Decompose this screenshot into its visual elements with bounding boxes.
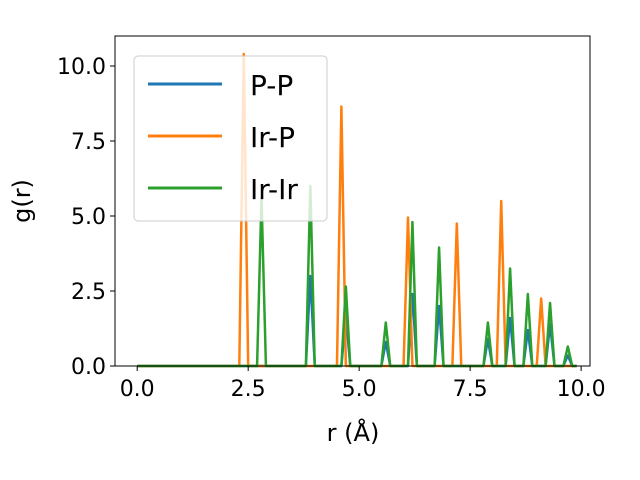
legend-box [133, 55, 328, 222]
legend-label: Ir-Ir [250, 173, 298, 206]
legend-label: P-P [250, 69, 293, 102]
x-tick-label: 7.5 [453, 377, 488, 402]
legend-label: Ir-P [250, 121, 295, 154]
legend: P-P Ir-P Ir-Ir [133, 55, 328, 222]
x-axis-label: r (Å) [327, 418, 380, 447]
axis-ticks: 0.0 2.5 5.0 7.5 10.0 0.0 2.5 5.0 7.5 10.0 [57, 55, 606, 402]
y-axis-label: g(r) [8, 179, 36, 223]
y-tick-label: 10.0 [57, 55, 106, 80]
y-tick-label: 0.0 [71, 355, 106, 380]
x-tick-label: 10.0 [557, 377, 606, 402]
y-tick-label: 5.0 [71, 205, 106, 230]
y-tick-label: 2.5 [71, 280, 106, 305]
x-tick-label: 2.5 [231, 377, 266, 402]
plot-frame [114, 35, 591, 367]
y-tick-label: 7.5 [71, 130, 106, 155]
x-tick-label: 5.0 [342, 377, 377, 402]
legend-entries: P-P Ir-P Ir-Ir [148, 69, 298, 206]
x-tick-label: 0.0 [120, 377, 155, 402]
